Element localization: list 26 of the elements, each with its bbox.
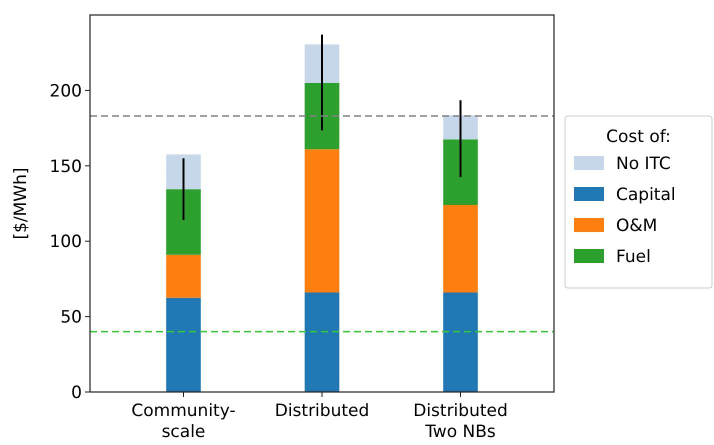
y-tick-label: 150	[50, 156, 82, 177]
legend-label: Fuel	[616, 246, 651, 267]
bar	[166, 298, 201, 392]
bar	[443, 115, 478, 140]
y-tick-label: 50	[60, 308, 82, 328]
bar	[166, 254, 201, 298]
y-tick-label: 0	[71, 382, 82, 403]
legend-label: Capital	[616, 184, 676, 205]
legend-title: Cost of:	[606, 127, 671, 147]
bar	[443, 139, 478, 206]
legend-label: No ITC	[616, 154, 671, 174]
x-tick-label: Community- scale	[131, 401, 236, 442]
bar	[304, 44, 340, 83]
y-axis-title: [$/MWh]	[11, 167, 31, 240]
bar	[166, 154, 201, 190]
x-tick-label: Distributed	[274, 401, 370, 421]
bar	[304, 149, 340, 292]
x-tick-label: Distributed Two NBs	[413, 401, 508, 442]
y-tick-label: 200	[50, 81, 82, 102]
legend-label: O&M	[616, 216, 658, 236]
bar	[443, 292, 478, 392]
bar	[304, 292, 340, 392]
bar	[166, 189, 201, 255]
bar	[304, 82, 340, 150]
bar	[443, 205, 478, 292]
y-tick-label: 100	[50, 232, 82, 252]
